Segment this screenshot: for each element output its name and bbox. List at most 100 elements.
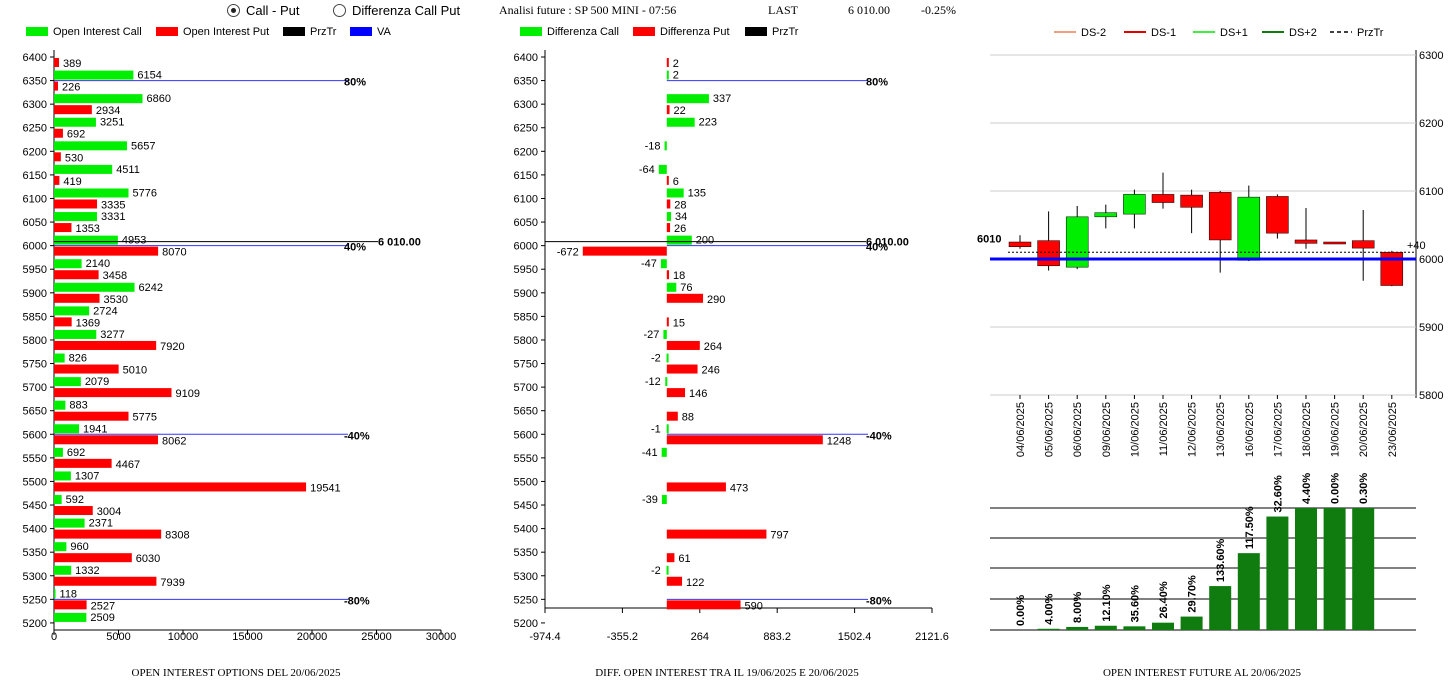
oi-call-bar bbox=[54, 400, 66, 410]
diff-y-tick: 6400 bbox=[514, 52, 538, 64]
diff-y-tick: 5900 bbox=[514, 288, 538, 300]
diff-y-tick: 6050 bbox=[514, 217, 538, 229]
oi-x-tick: 5000 bbox=[106, 631, 130, 643]
oi-put-label: 8062 bbox=[162, 435, 186, 447]
diff-call-label: 34 bbox=[675, 211, 687, 223]
future-bar bbox=[1066, 626, 1089, 630]
future-value-label: 117.50% bbox=[1244, 506, 1256, 549]
last-label: LAST bbox=[768, 3, 798, 17]
oi-y-tick: 6000 bbox=[23, 241, 47, 253]
diff-legend-label: Differenza Call bbox=[547, 26, 619, 38]
diff-y-tick: 5400 bbox=[514, 524, 538, 536]
candle-legend-label: DS+1 bbox=[1220, 27, 1248, 39]
diff-call-bar bbox=[666, 353, 669, 363]
diff-put-label: 290 bbox=[707, 294, 725, 306]
oi-put-bar bbox=[54, 293, 100, 303]
oi-call-bar bbox=[54, 306, 90, 316]
oi-put-bar bbox=[54, 340, 157, 350]
diff-put-label: 590 bbox=[745, 600, 763, 612]
radio-differenza-indicator[interactable] bbox=[333, 4, 346, 17]
oi-put-label: 692 bbox=[67, 129, 85, 141]
oi-call-bar bbox=[54, 70, 134, 80]
diff-call-bar bbox=[666, 94, 709, 104]
last-value: 6 010.00 bbox=[848, 3, 890, 17]
diff-call-bar bbox=[666, 212, 672, 222]
diff-call-bar bbox=[664, 141, 667, 151]
oi-put-label: 9109 bbox=[176, 388, 200, 400]
oi-call-label: 2509 bbox=[90, 612, 114, 624]
oi-call-label: 826 bbox=[69, 353, 87, 365]
future-bar bbox=[1209, 586, 1232, 630]
diff-call-bar bbox=[666, 117, 695, 127]
oi-call-label: 6242 bbox=[139, 282, 163, 294]
oi-call-label: 6860 bbox=[146, 93, 170, 105]
future-value-label: 133.60% bbox=[1215, 538, 1227, 582]
oi-legend-swatch bbox=[156, 27, 178, 36]
oi-put-bar bbox=[54, 199, 98, 209]
oi-level-label: 40% bbox=[344, 242, 366, 254]
oi-legend-label: VA bbox=[377, 26, 392, 38]
future-value-label: 35.60% bbox=[1129, 585, 1141, 623]
oi-call-bar bbox=[54, 235, 118, 245]
oi-put-bar bbox=[54, 270, 99, 280]
diff-put-label: 22 bbox=[674, 105, 686, 117]
candle-x-tick: 11/06/2025 bbox=[1158, 402, 1170, 456]
diff-put-label: 2 bbox=[673, 58, 679, 70]
oi-put-label: 3530 bbox=[104, 294, 128, 306]
diff-put-label: 146 bbox=[689, 388, 707, 400]
oi-call-label: 2140 bbox=[86, 258, 110, 270]
oi-call-label: 6154 bbox=[137, 70, 161, 82]
oi-call-label: 3331 bbox=[101, 211, 125, 223]
diff-put-bar bbox=[666, 270, 670, 280]
diff-put-bar bbox=[666, 553, 675, 563]
oi-call-label: 960 bbox=[70, 541, 88, 553]
oi-put-label: 3004 bbox=[97, 506, 121, 518]
oi-level-label: 80% bbox=[344, 77, 366, 89]
future-bar bbox=[1323, 508, 1346, 630]
future-bar bbox=[1295, 508, 1317, 630]
oi-put-label: 226 bbox=[62, 82, 80, 94]
oi-put-label: 1353 bbox=[75, 223, 99, 235]
diff-y-tick: 5850 bbox=[514, 311, 538, 323]
candle-x-tick: 16/06/2025 bbox=[1244, 402, 1256, 457]
candle-x-tick: 06/06/2025 bbox=[1072, 402, 1084, 457]
diff-y-tick: 6150 bbox=[514, 170, 538, 182]
future-chart-title: OPEN INTEREST FUTURE AL 20/06/2025 bbox=[1103, 667, 1302, 679]
oi-y-tick: 5250 bbox=[23, 594, 47, 606]
radio-call-put-indicator[interactable] bbox=[227, 4, 240, 17]
diff-call-label: -27 bbox=[644, 329, 660, 341]
oi-call-label: 5776 bbox=[133, 187, 157, 199]
oi-call-bar bbox=[54, 542, 67, 552]
oi-put-bar bbox=[54, 576, 157, 586]
future-bar bbox=[1237, 553, 1260, 630]
oi-y-tick: 5450 bbox=[23, 500, 47, 512]
oi-call-label: 592 bbox=[66, 494, 84, 506]
diff-put-label: 797 bbox=[770, 530, 788, 542]
diff-put-bar bbox=[666, 364, 698, 374]
future-value-label: 26.40% bbox=[1158, 581, 1170, 619]
diff-y-tick: 6000 bbox=[514, 241, 538, 253]
oi-call-bar bbox=[54, 94, 143, 104]
diff-put-label: 473 bbox=[730, 482, 748, 494]
oi-y-tick: 5950 bbox=[23, 264, 47, 276]
radio-call-put[interactable]: Call - Put bbox=[227, 3, 299, 18]
diff-x-tick: 2121.6 bbox=[915, 631, 949, 643]
diff-y-tick: 5550 bbox=[514, 453, 538, 465]
radio-differenza[interactable]: Differenza Call Put bbox=[333, 3, 460, 18]
diff-call-label: 223 bbox=[699, 117, 717, 129]
oi-put-label: 1369 bbox=[76, 317, 100, 329]
oi-put-bar bbox=[54, 81, 58, 91]
diff-put-bar bbox=[666, 576, 683, 586]
diff-put-bar bbox=[666, 317, 669, 327]
diff-call-bar bbox=[666, 235, 692, 245]
oi-y-tick: 6100 bbox=[23, 193, 47, 205]
diff-put-bar bbox=[666, 482, 726, 492]
radio-differenza-label: Differenza Call Put bbox=[352, 3, 461, 18]
future-bar bbox=[1152, 622, 1174, 630]
oi-put-label: 5775 bbox=[132, 412, 156, 424]
diff-put-bar bbox=[666, 600, 741, 610]
oi-put-bar bbox=[54, 529, 162, 539]
diff-level-label: -80% bbox=[866, 595, 892, 607]
diff-call-label: 337 bbox=[713, 93, 731, 105]
oi-call-bar bbox=[54, 353, 65, 363]
